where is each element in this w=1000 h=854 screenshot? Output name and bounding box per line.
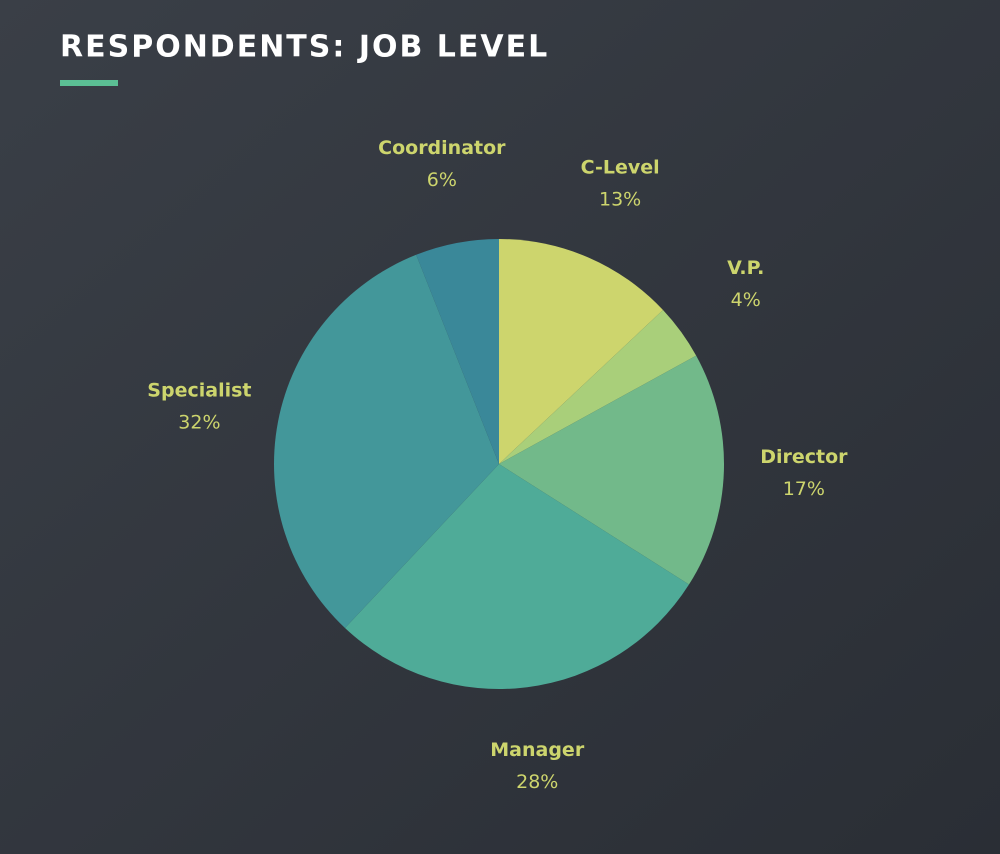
title-underline (60, 80, 118, 86)
pie-slice (499, 355, 724, 585)
slice-label-name: Manager (490, 739, 585, 761)
slice-label-value: 4% (731, 289, 761, 311)
pie-slice (499, 239, 664, 464)
chart-title: RESPONDENTS: JOB LEVEL (60, 30, 549, 65)
slice-label-value: 17% (783, 478, 825, 500)
pie-slice (416, 239, 499, 464)
slice-label-name: Director (760, 446, 848, 468)
slice-label-name: Coordinator (378, 137, 506, 159)
slice-label-name: C-Level (581, 157, 660, 179)
slice-label-name: V.P. (727, 257, 764, 279)
slice-label-value: 6% (427, 169, 457, 191)
pie-slice (344, 464, 689, 690)
slice-label-value: 13% (599, 189, 641, 211)
slice-label-name: Specialist (147, 379, 251, 401)
slice-label-value: 28% (516, 771, 558, 793)
pie-slice (274, 254, 499, 629)
slice-label-value: 32% (178, 411, 220, 433)
pie-slice (499, 309, 697, 464)
